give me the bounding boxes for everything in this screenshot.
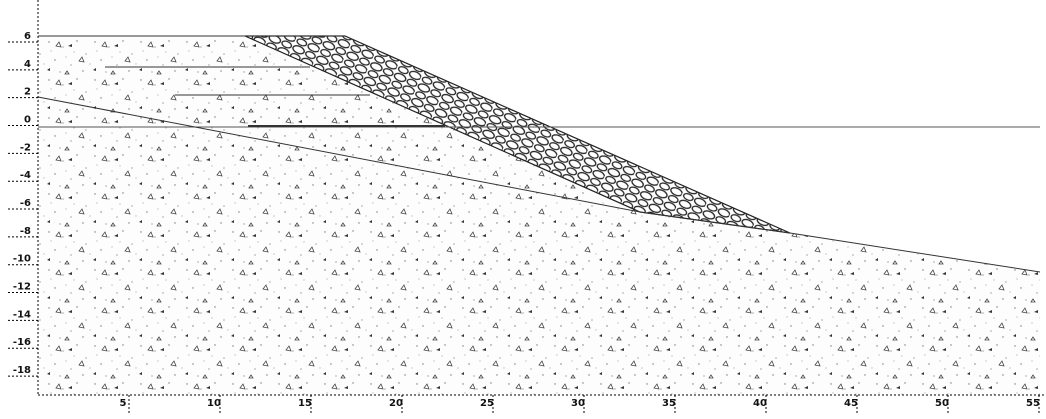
y-tick-label: 2 xyxy=(24,87,31,98)
soil xyxy=(38,36,1040,395)
x-tick-label: 10 xyxy=(207,398,221,409)
x-tick-label: 45 xyxy=(844,398,858,409)
x-tick-label: 5 xyxy=(120,398,127,409)
layer-line xyxy=(37,96,1041,273)
y-tick-label: 6 xyxy=(24,31,31,42)
y-tick-label: 0 xyxy=(24,115,31,126)
x-tick-label: 15 xyxy=(298,398,312,409)
y-tick-label: 4 xyxy=(24,59,31,70)
x-tick-label: 20 xyxy=(389,398,403,409)
y-tick-label: -14 xyxy=(13,309,31,320)
x-tick-label: 40 xyxy=(753,398,767,409)
y-tick-label: -12 xyxy=(13,282,31,293)
y-tick-label: -10 xyxy=(13,254,31,265)
y-tick-label: -8 xyxy=(20,226,31,237)
y-tick-label: -16 xyxy=(13,337,31,348)
x-tick-label: 30 xyxy=(571,398,585,409)
y-tick-label: -4 xyxy=(20,170,31,181)
y-tick-label: -6 xyxy=(20,198,31,209)
y-tick-label: -2 xyxy=(20,142,31,153)
x-tick-label: 35 xyxy=(662,398,676,409)
x-tick-label: 55 xyxy=(1026,398,1040,409)
x-tick-label: 25 xyxy=(480,398,494,409)
y-tick-label: -18 xyxy=(13,365,31,376)
x-tick-label: 50 xyxy=(935,398,949,409)
